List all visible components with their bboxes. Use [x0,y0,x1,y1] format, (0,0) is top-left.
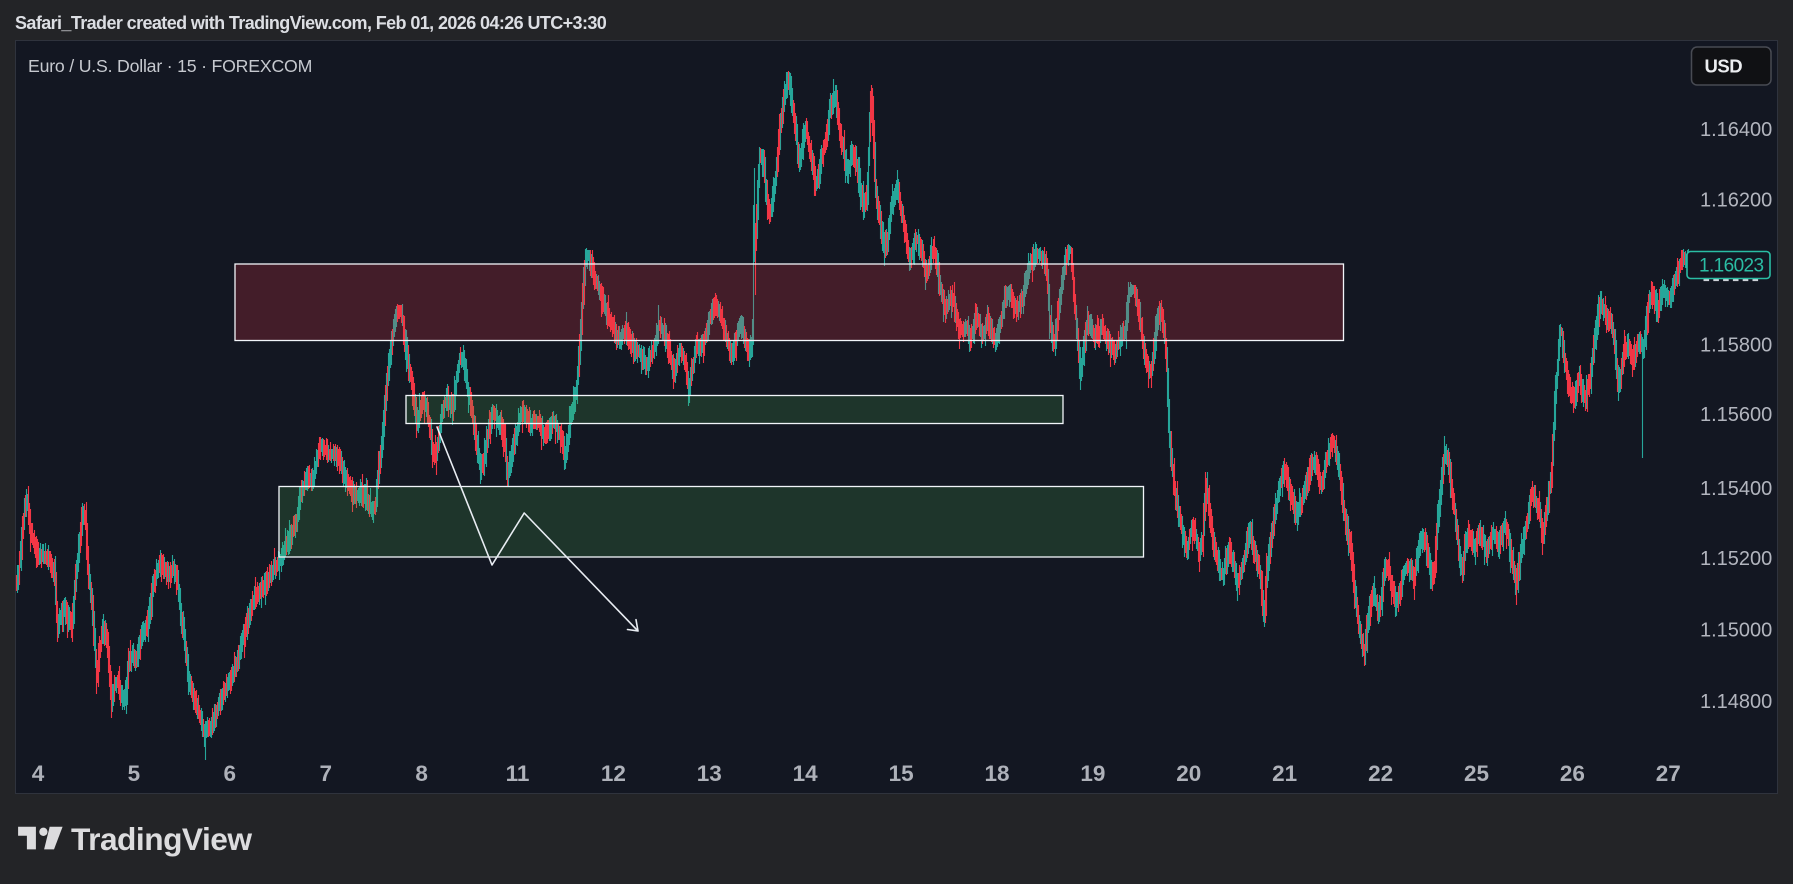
svg-text:7: 7 [319,761,332,786]
svg-text:27: 27 [1656,761,1681,786]
svg-text:19: 19 [1080,761,1105,786]
svg-text:1.15800: 1.15800 [1700,335,1772,357]
svg-text:13: 13 [697,761,722,786]
svg-text:USD: USD [1705,55,1743,76]
svg-text:11: 11 [506,761,530,786]
svg-text:21: 21 [1272,761,1297,786]
svg-text:TradingView: TradingView [71,821,252,857]
svg-text:14: 14 [793,761,819,786]
svg-text:1.15400: 1.15400 [1700,478,1772,500]
svg-text:6: 6 [224,761,237,786]
svg-text:22: 22 [1368,761,1393,786]
svg-text:26: 26 [1560,761,1585,786]
svg-text:1.15000: 1.15000 [1700,620,1772,642]
svg-text:1.15600: 1.15600 [1700,404,1772,426]
svg-text:18: 18 [984,761,1009,786]
svg-text:Euro / U.S. Dollar · 15 · FORE: Euro / U.S. Dollar · 15 · FOREXCOM [28,56,312,76]
svg-text:1.16200: 1.16200 [1700,190,1772,212]
svg-text:1.14800: 1.14800 [1700,691,1772,713]
svg-text:1.16023: 1.16023 [1699,256,1764,277]
svg-text:8: 8 [415,761,428,786]
svg-text:4: 4 [32,761,45,786]
svg-text:15: 15 [889,761,914,786]
svg-text:20: 20 [1176,761,1201,786]
svg-text:1.15200: 1.15200 [1700,548,1772,570]
svg-text:5: 5 [128,761,141,786]
svg-text:Safari_Trader created with Tra: Safari_Trader created with TradingView.c… [15,13,607,33]
svg-text:25: 25 [1464,761,1489,786]
svg-text:1.16400: 1.16400 [1700,119,1772,141]
svg-text:12: 12 [601,761,626,786]
